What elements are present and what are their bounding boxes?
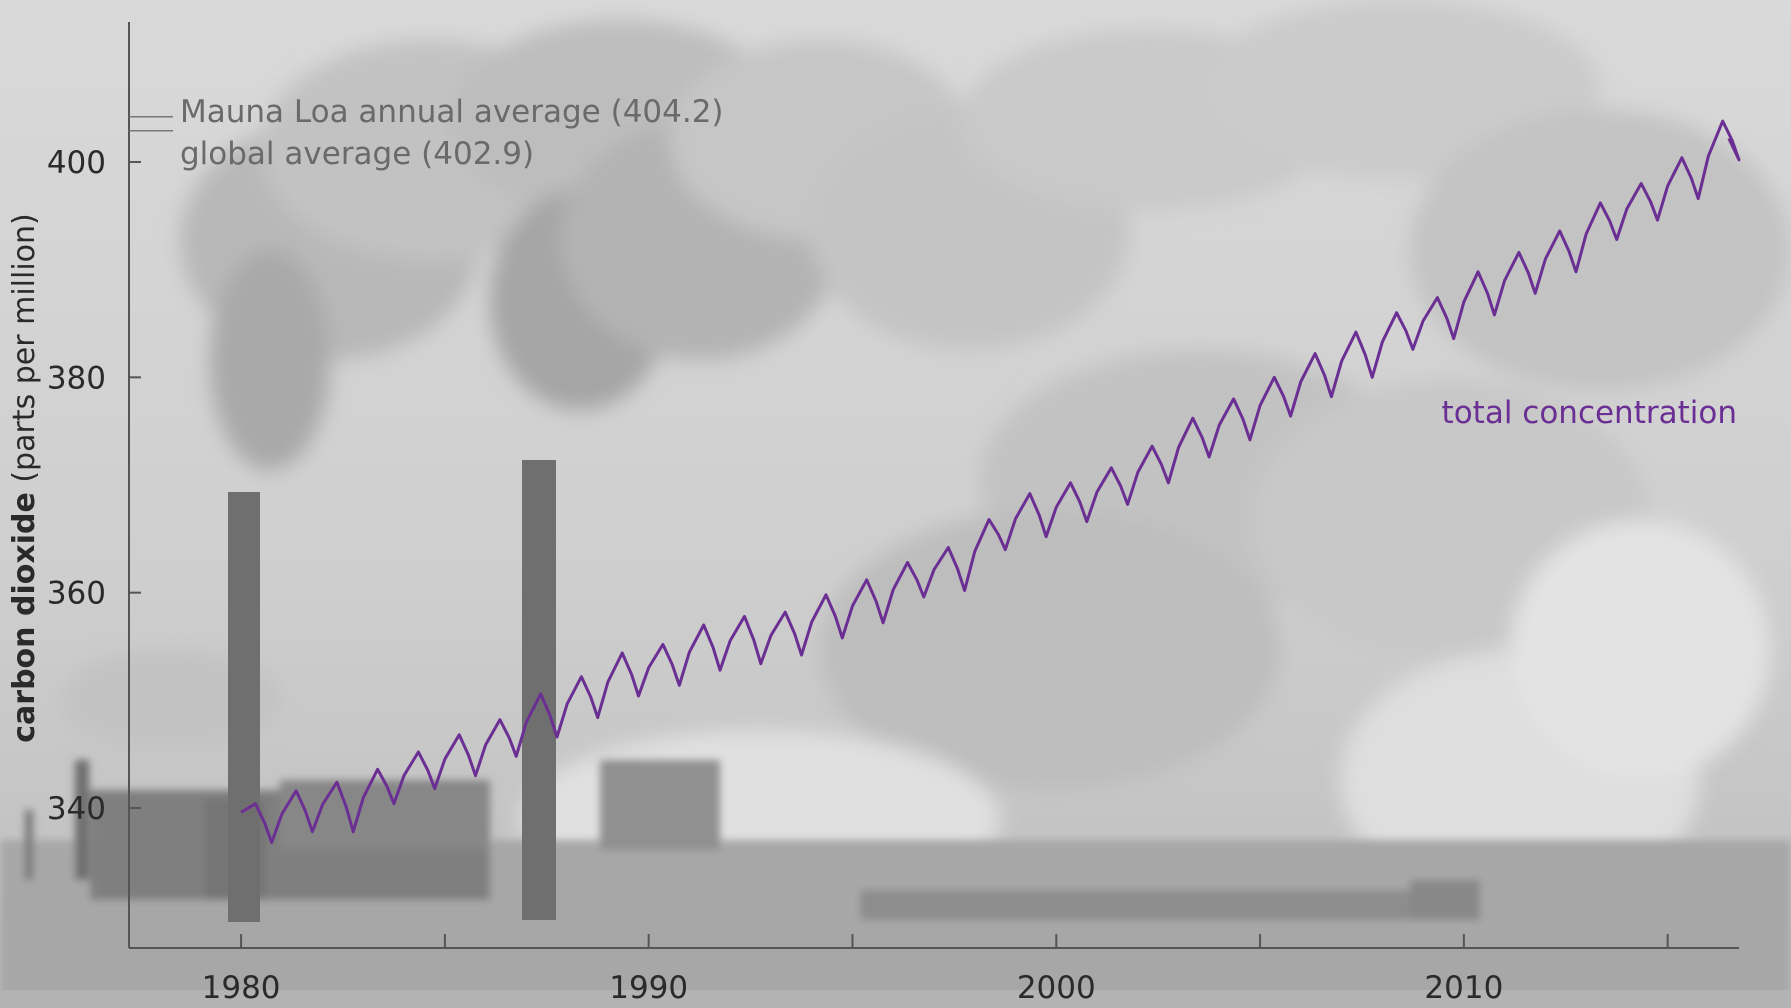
- x-ticks: 1980 1990 2000 2010: [202, 934, 1669, 1006]
- y-tick-label: 340: [47, 791, 106, 827]
- y-tick-label: 360: [47, 576, 106, 612]
- x-tick-label: 1990: [609, 970, 688, 1006]
- y-ticks: 340 360 380 400: [47, 145, 141, 827]
- smokestack-left: [228, 492, 260, 922]
- series-line-total-concentration: [240, 119, 1741, 844]
- reference-label: global average (402.9): [180, 136, 534, 172]
- x-tick-label: 1980: [202, 970, 281, 1006]
- reference-annotations: Mauna Loa annual average (404.2) global a…: [129, 94, 724, 172]
- series-layer: total concentration: [240, 119, 1741, 844]
- reference-label: Mauna Loa annual average (404.2): [180, 94, 724, 130]
- power-plant-silhouette: [0, 760, 1791, 1008]
- y-axis-title-unit: (parts per million): [7, 213, 42, 492]
- y-axis-title-bold: carbon dioxide: [7, 492, 42, 743]
- x-tick-label: 2010: [1424, 970, 1503, 1006]
- axes: 1980 1990 2000 2010 340 360 380 400: [47, 22, 1739, 1006]
- smoke-clouds: [60, 0, 1790, 910]
- y-tick-label: 400: [47, 145, 106, 181]
- series-label: total concentration: [1442, 395, 1737, 431]
- y-axis-title: carbon dioxide (parts per million): [7, 213, 42, 742]
- smokestack-right: [522, 460, 556, 920]
- y-tick-label: 380: [47, 360, 106, 396]
- x-tick-label: 2000: [1017, 970, 1096, 1006]
